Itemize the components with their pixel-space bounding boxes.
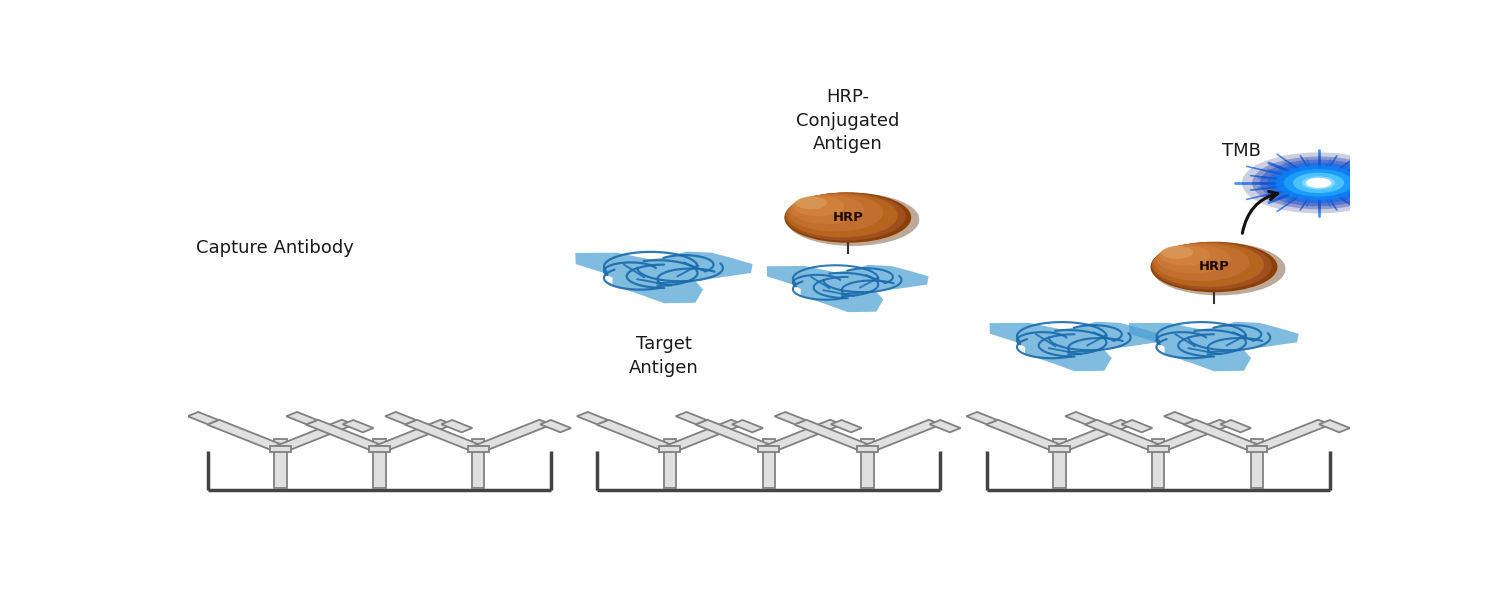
FancyBboxPatch shape [1220, 420, 1251, 433]
Ellipse shape [1150, 242, 1278, 292]
FancyBboxPatch shape [732, 420, 764, 433]
Ellipse shape [1275, 166, 1362, 200]
Ellipse shape [788, 194, 883, 232]
FancyBboxPatch shape [386, 412, 416, 424]
Ellipse shape [1150, 242, 1272, 290]
Polygon shape [207, 420, 286, 451]
Ellipse shape [786, 193, 920, 246]
FancyBboxPatch shape [831, 420, 862, 433]
Polygon shape [1084, 420, 1164, 451]
Ellipse shape [794, 196, 844, 216]
Ellipse shape [1156, 244, 1230, 274]
FancyBboxPatch shape [342, 420, 374, 433]
Polygon shape [274, 420, 354, 451]
Ellipse shape [786, 193, 898, 238]
Ellipse shape [1293, 173, 1344, 193]
Polygon shape [766, 265, 928, 312]
Ellipse shape [1306, 178, 1332, 188]
FancyBboxPatch shape [1048, 446, 1070, 452]
FancyBboxPatch shape [1246, 446, 1268, 452]
Polygon shape [576, 251, 753, 303]
Ellipse shape [1268, 163, 1370, 203]
Text: HRP: HRP [833, 211, 862, 224]
Polygon shape [1251, 420, 1330, 451]
FancyBboxPatch shape [861, 439, 874, 488]
Text: HRP-
Conjugated
Antigen: HRP- Conjugated Antigen [796, 88, 900, 153]
Ellipse shape [795, 197, 826, 209]
FancyBboxPatch shape [675, 412, 706, 424]
Ellipse shape [1152, 242, 1264, 287]
FancyBboxPatch shape [1122, 420, 1152, 433]
FancyBboxPatch shape [540, 420, 572, 433]
Ellipse shape [784, 193, 906, 241]
FancyBboxPatch shape [774, 412, 806, 424]
Ellipse shape [1284, 169, 1353, 197]
FancyBboxPatch shape [1318, 420, 1350, 433]
Ellipse shape [1252, 157, 1384, 209]
Polygon shape [306, 420, 386, 451]
FancyBboxPatch shape [663, 439, 676, 488]
Polygon shape [405, 420, 484, 451]
Text: HRP: HRP [1198, 260, 1230, 274]
Polygon shape [1053, 420, 1132, 451]
FancyBboxPatch shape [966, 412, 998, 424]
FancyBboxPatch shape [441, 420, 472, 433]
Polygon shape [696, 420, 776, 451]
Ellipse shape [1242, 152, 1395, 214]
FancyBboxPatch shape [1065, 412, 1096, 424]
FancyBboxPatch shape [660, 446, 681, 452]
Polygon shape [1152, 420, 1232, 451]
Text: Capture Antibody: Capture Antibody [195, 239, 354, 257]
FancyBboxPatch shape [188, 412, 219, 424]
FancyBboxPatch shape [1152, 439, 1164, 488]
Polygon shape [861, 420, 940, 451]
Ellipse shape [1152, 242, 1286, 295]
FancyBboxPatch shape [578, 412, 608, 424]
Ellipse shape [790, 195, 864, 224]
FancyBboxPatch shape [274, 439, 286, 488]
Ellipse shape [1154, 243, 1250, 281]
Polygon shape [990, 322, 1160, 371]
FancyBboxPatch shape [369, 446, 390, 452]
Text: Target
Antigen: Target Antigen [630, 335, 699, 377]
Polygon shape [597, 420, 676, 451]
FancyBboxPatch shape [286, 412, 318, 424]
Polygon shape [762, 420, 842, 451]
FancyBboxPatch shape [1148, 446, 1168, 452]
FancyBboxPatch shape [1053, 439, 1065, 488]
Text: TMB: TMB [1222, 142, 1262, 160]
FancyBboxPatch shape [468, 446, 489, 452]
FancyBboxPatch shape [759, 446, 778, 452]
Polygon shape [374, 420, 453, 451]
FancyBboxPatch shape [472, 439, 484, 488]
Ellipse shape [1161, 246, 1192, 259]
FancyBboxPatch shape [856, 446, 877, 452]
Polygon shape [794, 420, 873, 451]
Polygon shape [664, 420, 744, 451]
Polygon shape [1130, 322, 1299, 371]
Ellipse shape [1260, 160, 1377, 206]
Polygon shape [1184, 420, 1263, 451]
FancyBboxPatch shape [1164, 412, 1196, 424]
Ellipse shape [1310, 179, 1328, 187]
Polygon shape [986, 420, 1065, 451]
FancyBboxPatch shape [930, 420, 960, 433]
Polygon shape [472, 420, 552, 451]
Ellipse shape [1302, 176, 1335, 190]
FancyBboxPatch shape [762, 439, 776, 488]
Ellipse shape [1160, 245, 1210, 265]
FancyBboxPatch shape [1251, 439, 1263, 488]
Ellipse shape [784, 193, 912, 243]
FancyBboxPatch shape [270, 446, 291, 452]
FancyBboxPatch shape [374, 439, 386, 488]
